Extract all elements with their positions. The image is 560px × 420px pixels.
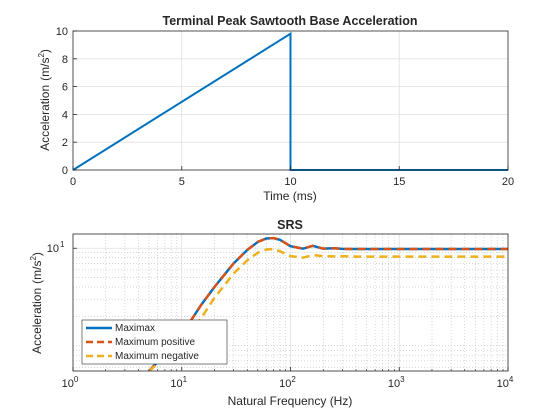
srs-x-tick-label: 103 xyxy=(388,375,405,390)
srs-y-axis-label: Acceleration (m/s2) xyxy=(29,252,44,354)
sawtooth-chart: Terminal Peak Sawtooth Base Acceleration… xyxy=(37,14,514,203)
srs-x-tick-label: 102 xyxy=(279,375,296,390)
sawtooth-y-tick-label: 8 xyxy=(62,54,68,66)
sawtooth-chart-title: Terminal Peak Sawtooth Base Acceleration xyxy=(163,14,418,28)
srs-series-maximum-positive xyxy=(148,236,508,371)
srs-y-label-close: ) xyxy=(30,252,44,256)
sawtooth-y-axis-label: Acceleration (m/s2) xyxy=(37,49,52,151)
srs-y-label-exp: 2 xyxy=(29,256,38,261)
sawtooth-x-tick-label: 15 xyxy=(393,176,405,188)
legend-label-maximum-positive: Maximum positive xyxy=(115,337,195,348)
sawtooth-y-tick-label: 0 xyxy=(62,165,68,177)
srs-x-ticks: 100 101 102 103 104 xyxy=(62,367,514,390)
srs-chart: SRS 100 101 102 103 104 10 1 Natural Frequenc… xyxy=(29,218,514,408)
srs-x-tick-label: 104 xyxy=(497,375,514,390)
sawtooth-y-label-close: ) xyxy=(38,49,52,53)
sawtooth-y-tick-label: 4 xyxy=(62,109,68,121)
sawtooth-y-label-word: Acceleration xyxy=(38,85,52,151)
srs-y-label-unit: (m/s xyxy=(30,261,44,284)
srs-y-label-word: Acceleration xyxy=(30,288,44,354)
sawtooth-y-tick-label: 2 xyxy=(62,137,68,149)
sawtooth-y-tick-label: 10 xyxy=(56,26,68,38)
sawtooth-x-tick-label: 10 xyxy=(284,176,296,188)
sawtooth-x-ticks: 0 5 10 15 20 xyxy=(70,166,514,188)
srs-series xyxy=(148,236,508,371)
legend-label-maximum-negative: Maximum negative xyxy=(115,351,199,362)
srs-legend: Maximax Maximum positive Maximum negativ… xyxy=(81,319,228,365)
legend-label-maximax: Maximax xyxy=(115,323,155,334)
sawtooth-y-label-unit: (m/s xyxy=(38,58,52,81)
srs-x-tick-label: 101 xyxy=(170,375,187,390)
srs-x-tick-label: 100 xyxy=(62,375,79,390)
srs-x-axis-label: Natural Frequency (Hz) xyxy=(228,394,353,408)
sawtooth-x-axis-label: Time (ms) xyxy=(263,189,317,203)
sawtooth-x-tick-label: 20 xyxy=(502,176,514,188)
srs-y-tick-exponent: 1 xyxy=(60,240,65,249)
sawtooth-x-tick-label: 5 xyxy=(179,176,185,188)
sawtooth-y-tick-label: 6 xyxy=(62,82,68,94)
srs-y-ticks: 10 1 xyxy=(47,240,77,255)
srs-y-tick-label: 10 xyxy=(47,243,59,255)
srs-chart-title: SRS xyxy=(277,218,303,232)
sawtooth-x-tick-label: 0 xyxy=(70,176,76,188)
sawtooth-y-label-exp: 2 xyxy=(37,53,46,58)
sawtooth-y-ticks: 0 2 4 6 8 10 xyxy=(56,26,77,177)
